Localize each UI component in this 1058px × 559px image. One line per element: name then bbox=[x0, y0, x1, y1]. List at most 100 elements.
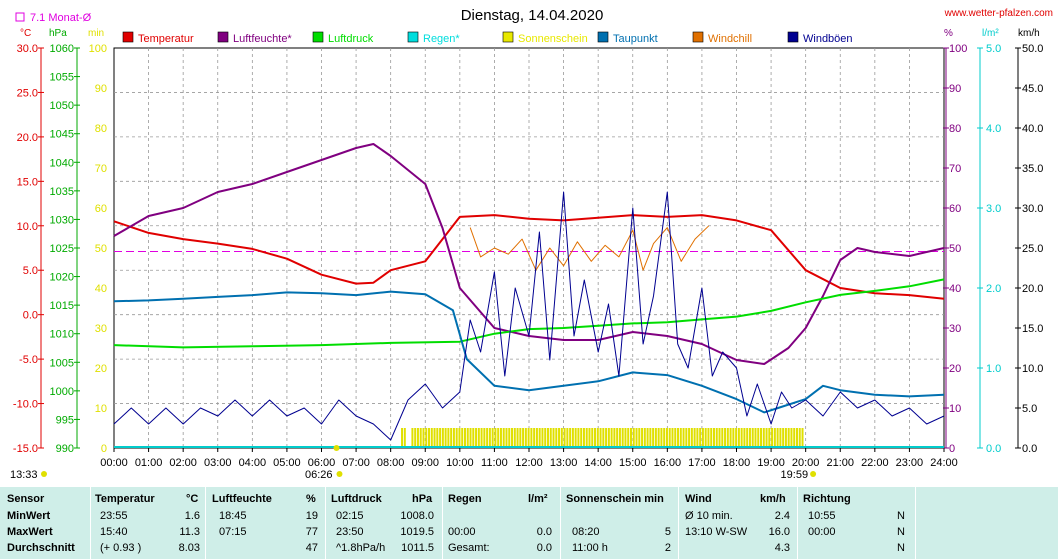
sunshine-bar bbox=[469, 428, 472, 448]
legend-swatch bbox=[502, 31, 514, 43]
sunshine-bar bbox=[721, 428, 724, 448]
sunshine-bar bbox=[414, 428, 417, 448]
sunshine-bar bbox=[450, 428, 453, 448]
sunshine-tick-label: 70 bbox=[95, 163, 107, 175]
x-tick-label: 19:00 bbox=[757, 457, 785, 469]
sunshine-bar bbox=[516, 428, 519, 448]
x-tick-label: 01:00 bbox=[135, 457, 163, 469]
sunshine-bar bbox=[787, 428, 790, 448]
pressure-tick-label: 1045 bbox=[50, 129, 74, 141]
sunshine-bar bbox=[403, 428, 406, 448]
sunshine-bar bbox=[760, 428, 763, 448]
x-tick-label: 20:00 bbox=[792, 457, 820, 469]
sunshine-bar bbox=[502, 428, 505, 448]
humidity-tick-label: 60 bbox=[949, 203, 961, 215]
sunshine-bar bbox=[679, 428, 682, 448]
sunshine-bar bbox=[685, 428, 688, 448]
humidity-unit-label: % bbox=[944, 28, 953, 39]
humidity-tick-label: 30 bbox=[949, 323, 961, 335]
weather-chart: Dienstag, 14.04.2020 www.wetter-pfalzen.… bbox=[10, 7, 1053, 481]
sunshine-bar bbox=[779, 428, 782, 448]
humidity-tick-label: 20 bbox=[949, 363, 961, 375]
sunshine-bar bbox=[499, 428, 502, 448]
humidity-tick-label: 10 bbox=[949, 403, 961, 415]
table-cell-dir: N bbox=[897, 510, 905, 522]
sunshine-bar bbox=[696, 428, 699, 448]
header-pressure: Luftdruck bbox=[331, 493, 382, 505]
wind-tick-label: 20.0 bbox=[1022, 283, 1043, 295]
header-sensor: Sensor bbox=[7, 493, 45, 505]
sunshine-bar bbox=[552, 428, 555, 448]
sunshine-bar bbox=[798, 428, 801, 448]
temperature-tick-label: 20.0 bbox=[17, 132, 38, 144]
sunshine-bar bbox=[748, 428, 751, 448]
sunshine-bar bbox=[712, 428, 715, 448]
legend-swatch bbox=[787, 31, 799, 43]
pressure-tick-label: 1030 bbox=[50, 214, 74, 226]
sunshine-bar bbox=[765, 428, 768, 448]
x-tick-label: 22:00 bbox=[861, 457, 889, 469]
sunshine-bar bbox=[527, 428, 530, 448]
sunshine-bar bbox=[701, 428, 704, 448]
header-sunshine: Sonnenschein min bbox=[566, 493, 664, 505]
pressure-tick-label: 1020 bbox=[50, 272, 74, 284]
sunshine-bar bbox=[458, 428, 461, 448]
page-time: 13:33 bbox=[10, 469, 38, 481]
x-tick-label: 05:00 bbox=[273, 457, 301, 469]
legend-label: Luftdruck bbox=[328, 33, 374, 45]
x-tick-label: 23:00 bbox=[896, 457, 924, 469]
table-cell-label: Durchschnitt bbox=[7, 542, 75, 554]
wind-tick-label: 35.0 bbox=[1022, 163, 1043, 175]
header-wind-unit: km/h bbox=[760, 493, 786, 505]
wind-tick-label: 5.0 bbox=[1022, 403, 1037, 415]
table-cell-label: MinWert bbox=[7, 510, 51, 522]
table-cell-pres-time: ^1.8hPa/h bbox=[336, 542, 386, 554]
sunshine-bar bbox=[505, 428, 508, 448]
table-cell-temp: 11.3 bbox=[179, 526, 200, 538]
x-tick-label: 21:00 bbox=[826, 457, 854, 469]
sunshine-bar bbox=[444, 428, 447, 448]
table-cell-dir-time: 00:00 bbox=[808, 526, 836, 538]
sunshine-bar bbox=[677, 428, 680, 448]
table-cell-pres-time: 23:50 bbox=[336, 526, 364, 538]
x-tick-label: 11:00 bbox=[481, 457, 508, 469]
legend-label: Windböen bbox=[803, 33, 853, 45]
sunshine-bar bbox=[544, 428, 547, 448]
table-cell-sun: 5 bbox=[664, 526, 671, 538]
temperature-tick-label: 5.0 bbox=[23, 265, 38, 277]
sunshine-bar bbox=[757, 428, 760, 448]
header-rain-unit: l/m² bbox=[528, 493, 548, 505]
sunshine-bar bbox=[618, 428, 621, 448]
legend-swatch bbox=[692, 31, 704, 43]
sunshine-bar bbox=[746, 428, 749, 448]
header-rain: Regen bbox=[448, 493, 482, 505]
sunshine-bar bbox=[710, 428, 713, 448]
sunshine-bar bbox=[641, 428, 644, 448]
wind-tick-label: 45.0 bbox=[1022, 83, 1043, 95]
legend-swatch bbox=[597, 31, 609, 43]
sunshine-bar bbox=[613, 428, 616, 448]
sunshine-bar bbox=[494, 428, 497, 448]
temperature-tick-label: 30.0 bbox=[17, 43, 38, 55]
table-cell-temp-time: 15:40 bbox=[100, 526, 128, 538]
pressure-tick-label: 1000 bbox=[50, 386, 74, 398]
sunshine-bar bbox=[735, 428, 738, 448]
sunshine-tick-label: 60 bbox=[95, 203, 107, 215]
table-cell-label: MaxWert bbox=[7, 526, 53, 538]
sunshine-bar bbox=[488, 428, 491, 448]
x-tick-label: 24:00 bbox=[930, 457, 958, 469]
series-luftfeuchte bbox=[113, 143, 945, 365]
x-tick-label: 14:00 bbox=[584, 457, 612, 469]
x-tick-label: 17:00 bbox=[688, 457, 716, 469]
sunshine-bar bbox=[472, 428, 475, 448]
sunshine-bar bbox=[475, 428, 478, 448]
temperature-tick-label: -5.0 bbox=[19, 354, 38, 366]
x-tick-label: 02:00 bbox=[169, 457, 197, 469]
axes: 30.0 25.0 20.0 15.0 10.0 5.0 0.0 -5.0 -10.0 -15.0… bbox=[13, 43, 1044, 469]
sunshine-bar bbox=[522, 428, 525, 448]
sunshine-bar bbox=[463, 428, 466, 448]
sunshine-bar bbox=[635, 428, 638, 448]
x-tick-label: 18:00 bbox=[723, 457, 751, 469]
rain-tick-label: 4.0 bbox=[986, 123, 1001, 135]
sunshine-bar bbox=[428, 428, 431, 448]
